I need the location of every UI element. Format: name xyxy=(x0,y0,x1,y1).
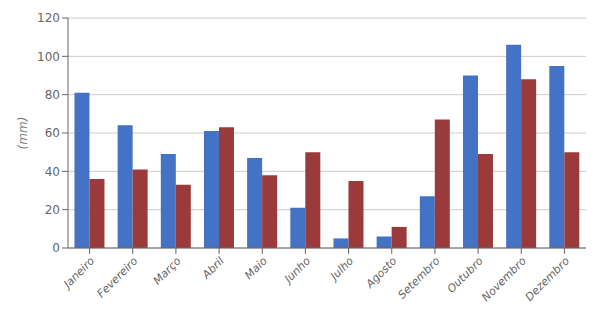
svg-text:Março: Março xyxy=(151,254,184,287)
svg-text:40: 40 xyxy=(45,165,60,179)
svg-text:Julho: Julho xyxy=(327,254,357,284)
svg-text:Novembro: Novembro xyxy=(479,254,529,304)
svg-text:Maio: Maio xyxy=(242,254,270,282)
svg-text:Abril: Abril xyxy=(199,254,227,282)
svg-text:0: 0 xyxy=(52,241,60,255)
svg-text:Agosto: Agosto xyxy=(363,254,400,291)
svg-text:120: 120 xyxy=(37,11,60,25)
svg-text:80: 80 xyxy=(45,88,60,102)
svg-text:Junho: Junho xyxy=(281,254,314,287)
svg-text:(mm): (mm) xyxy=(16,117,30,150)
svg-text:Janeiro: Janeiro xyxy=(60,254,98,292)
svg-text:Outubro: Outubro xyxy=(445,254,486,295)
svg-text:Dezembro: Dezembro xyxy=(523,254,572,303)
svg-text:20: 20 xyxy=(45,203,60,217)
svg-text:Fevereiro: Fevereiro xyxy=(94,254,140,300)
svg-text:60: 60 xyxy=(45,126,60,140)
svg-text:100: 100 xyxy=(37,50,60,64)
svg-text:Setembro: Setembro xyxy=(395,254,442,301)
